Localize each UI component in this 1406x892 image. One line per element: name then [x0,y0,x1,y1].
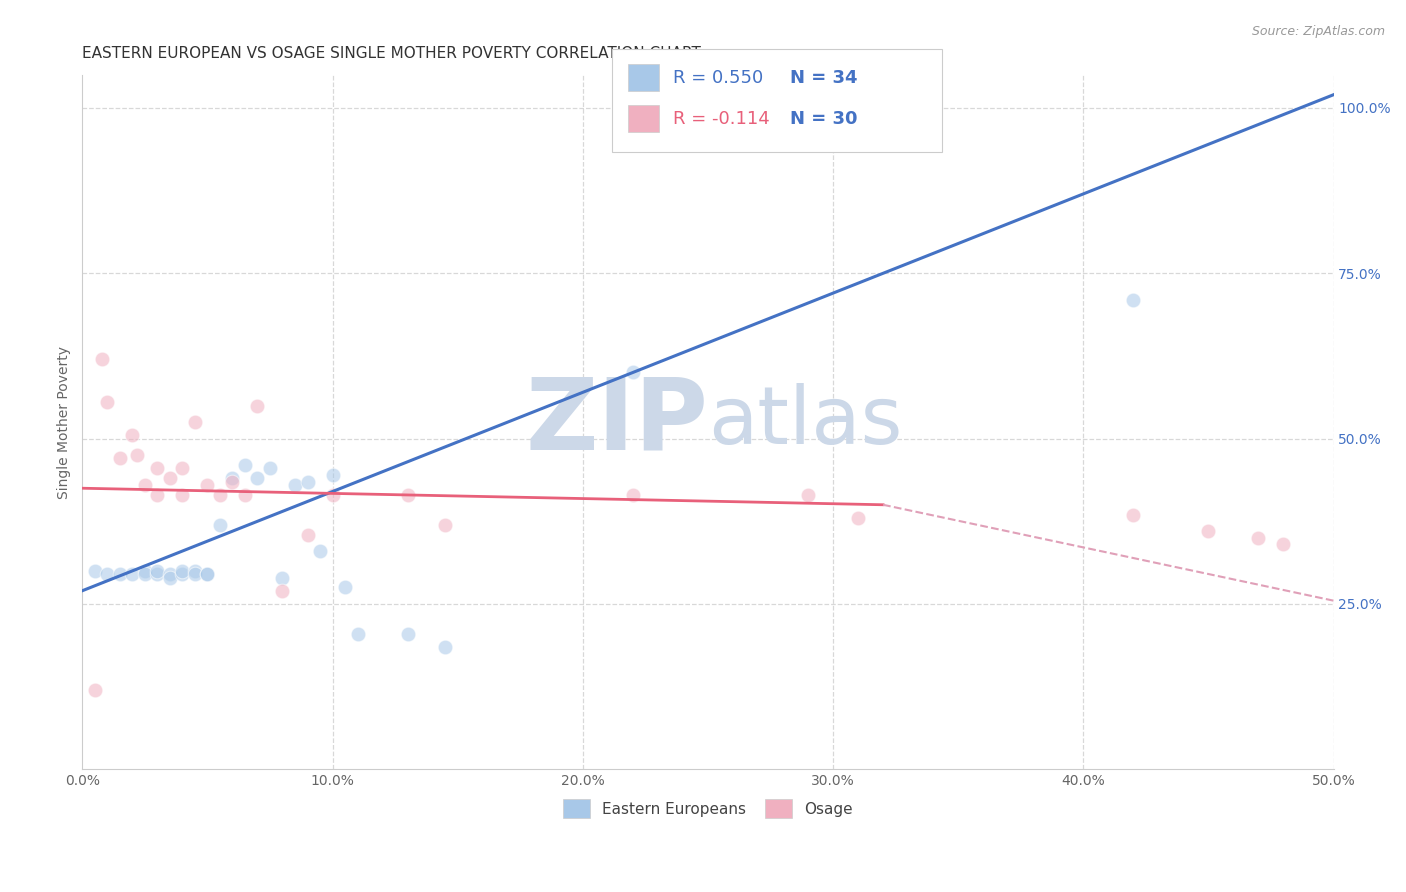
Point [333,581,356,595]
Point [134,564,156,578]
Point [197,567,219,582]
Point [108,567,131,582]
Point [197,567,219,582]
Point [172,564,194,578]
Point [184,567,207,582]
Point [434,640,457,654]
Text: N = 30: N = 30 [790,110,858,128]
Point [1247,531,1270,545]
Point [172,567,194,582]
Point [1122,293,1144,307]
Point [322,488,344,502]
Text: ZIP: ZIP [524,374,707,471]
Point [208,517,231,532]
Point [96,395,118,409]
Point [246,399,269,413]
Text: R = 0.550: R = 0.550 [673,69,763,87]
Point [396,626,419,640]
Text: N = 34: N = 34 [790,69,858,87]
Point [159,570,181,584]
Point [1197,524,1219,539]
Point [772,124,794,138]
Text: Source: ZipAtlas.com: Source: ZipAtlas.com [1251,25,1385,38]
Point [297,527,319,541]
Point [221,471,243,485]
Point [284,478,307,492]
Point [797,488,820,502]
Point [127,448,149,462]
Point [83,564,105,578]
Point [434,517,457,532]
Point [297,475,319,489]
Point [396,488,419,502]
Point [346,626,368,640]
Point [271,583,294,598]
Point [96,567,118,582]
Point [233,488,256,502]
Text: EASTERN EUROPEAN VS OSAGE SINGLE MOTHER POVERTY CORRELATION CHART: EASTERN EUROPEAN VS OSAGE SINGLE MOTHER … [83,46,702,62]
Point [83,682,105,697]
Point [134,478,156,492]
Text: atlas: atlas [707,383,903,461]
Point [184,564,207,578]
Point [121,567,143,582]
Point [271,570,294,584]
Point [146,567,169,582]
Point [797,124,820,138]
Point [208,488,231,502]
Point [108,451,131,466]
Point [233,458,256,472]
Point [159,567,181,582]
Point [184,415,207,429]
Point [146,461,169,475]
Point [1272,537,1295,551]
Point [146,564,169,578]
Legend: Eastern Europeans, Osage: Eastern Europeans, Osage [557,793,859,824]
Point [159,471,181,485]
Point [221,475,243,489]
Point [121,428,143,442]
Point [172,488,194,502]
Point [621,488,644,502]
Point [259,461,281,475]
Y-axis label: Single Mother Poverty: Single Mother Poverty [58,345,72,499]
Point [172,461,194,475]
Point [91,352,114,367]
Point [197,478,219,492]
Point [322,468,344,483]
Point [1122,508,1144,522]
Point [134,567,156,582]
Point [246,471,269,485]
Text: R = -0.114: R = -0.114 [673,110,770,128]
Point [309,544,332,558]
Point [146,488,169,502]
Point [621,366,644,380]
Point [846,511,869,525]
